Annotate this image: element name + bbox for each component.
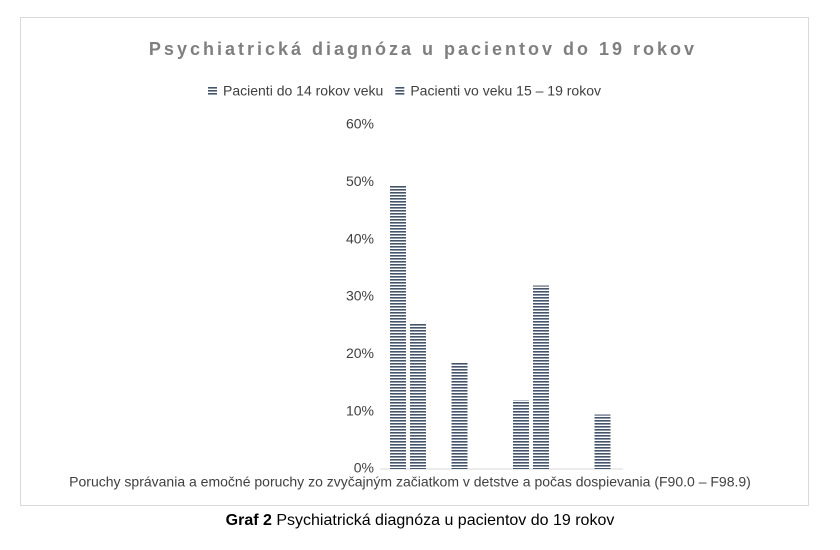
bar [410, 323, 426, 469]
bar [594, 414, 611, 469]
legend-label: Pacienti do 14 rokov veku [223, 83, 383, 99]
bar [451, 362, 468, 469]
legend-label: Pacienti vo veku 15 – 19 rokov [410, 83, 601, 99]
y-tick-label: 60% [346, 116, 374, 132]
caption-label: Graf 2 [225, 512, 272, 529]
caption: Graf 2 Psychiatrická diagnóza u paciento… [0, 512, 840, 530]
chart: Psychiatrická diagnóza u pacientov do 19… [20, 17, 809, 506]
y-tick-label: 30% [346, 288, 374, 304]
x-tick-label: Poruchy správania a emočné poruchy zo zv… [69, 474, 751, 490]
y-tick-label: 50% [346, 173, 374, 189]
chart-title: Psychiatrická diagnóza u pacientov do 19… [149, 39, 697, 59]
y-tick-label: 20% [346, 345, 374, 361]
bar [533, 285, 549, 469]
legend-swatch [395, 87, 405, 96]
caption-text: Psychiatrická diagnóza u pacientov do 19… [276, 512, 615, 529]
bar [390, 185, 406, 469]
legend-swatch [208, 87, 217, 96]
bar [513, 400, 529, 469]
y-tick-label: 10% [346, 402, 374, 418]
y-tick-label: 0% [354, 460, 374, 476]
y-tick-label: 40% [346, 230, 374, 246]
